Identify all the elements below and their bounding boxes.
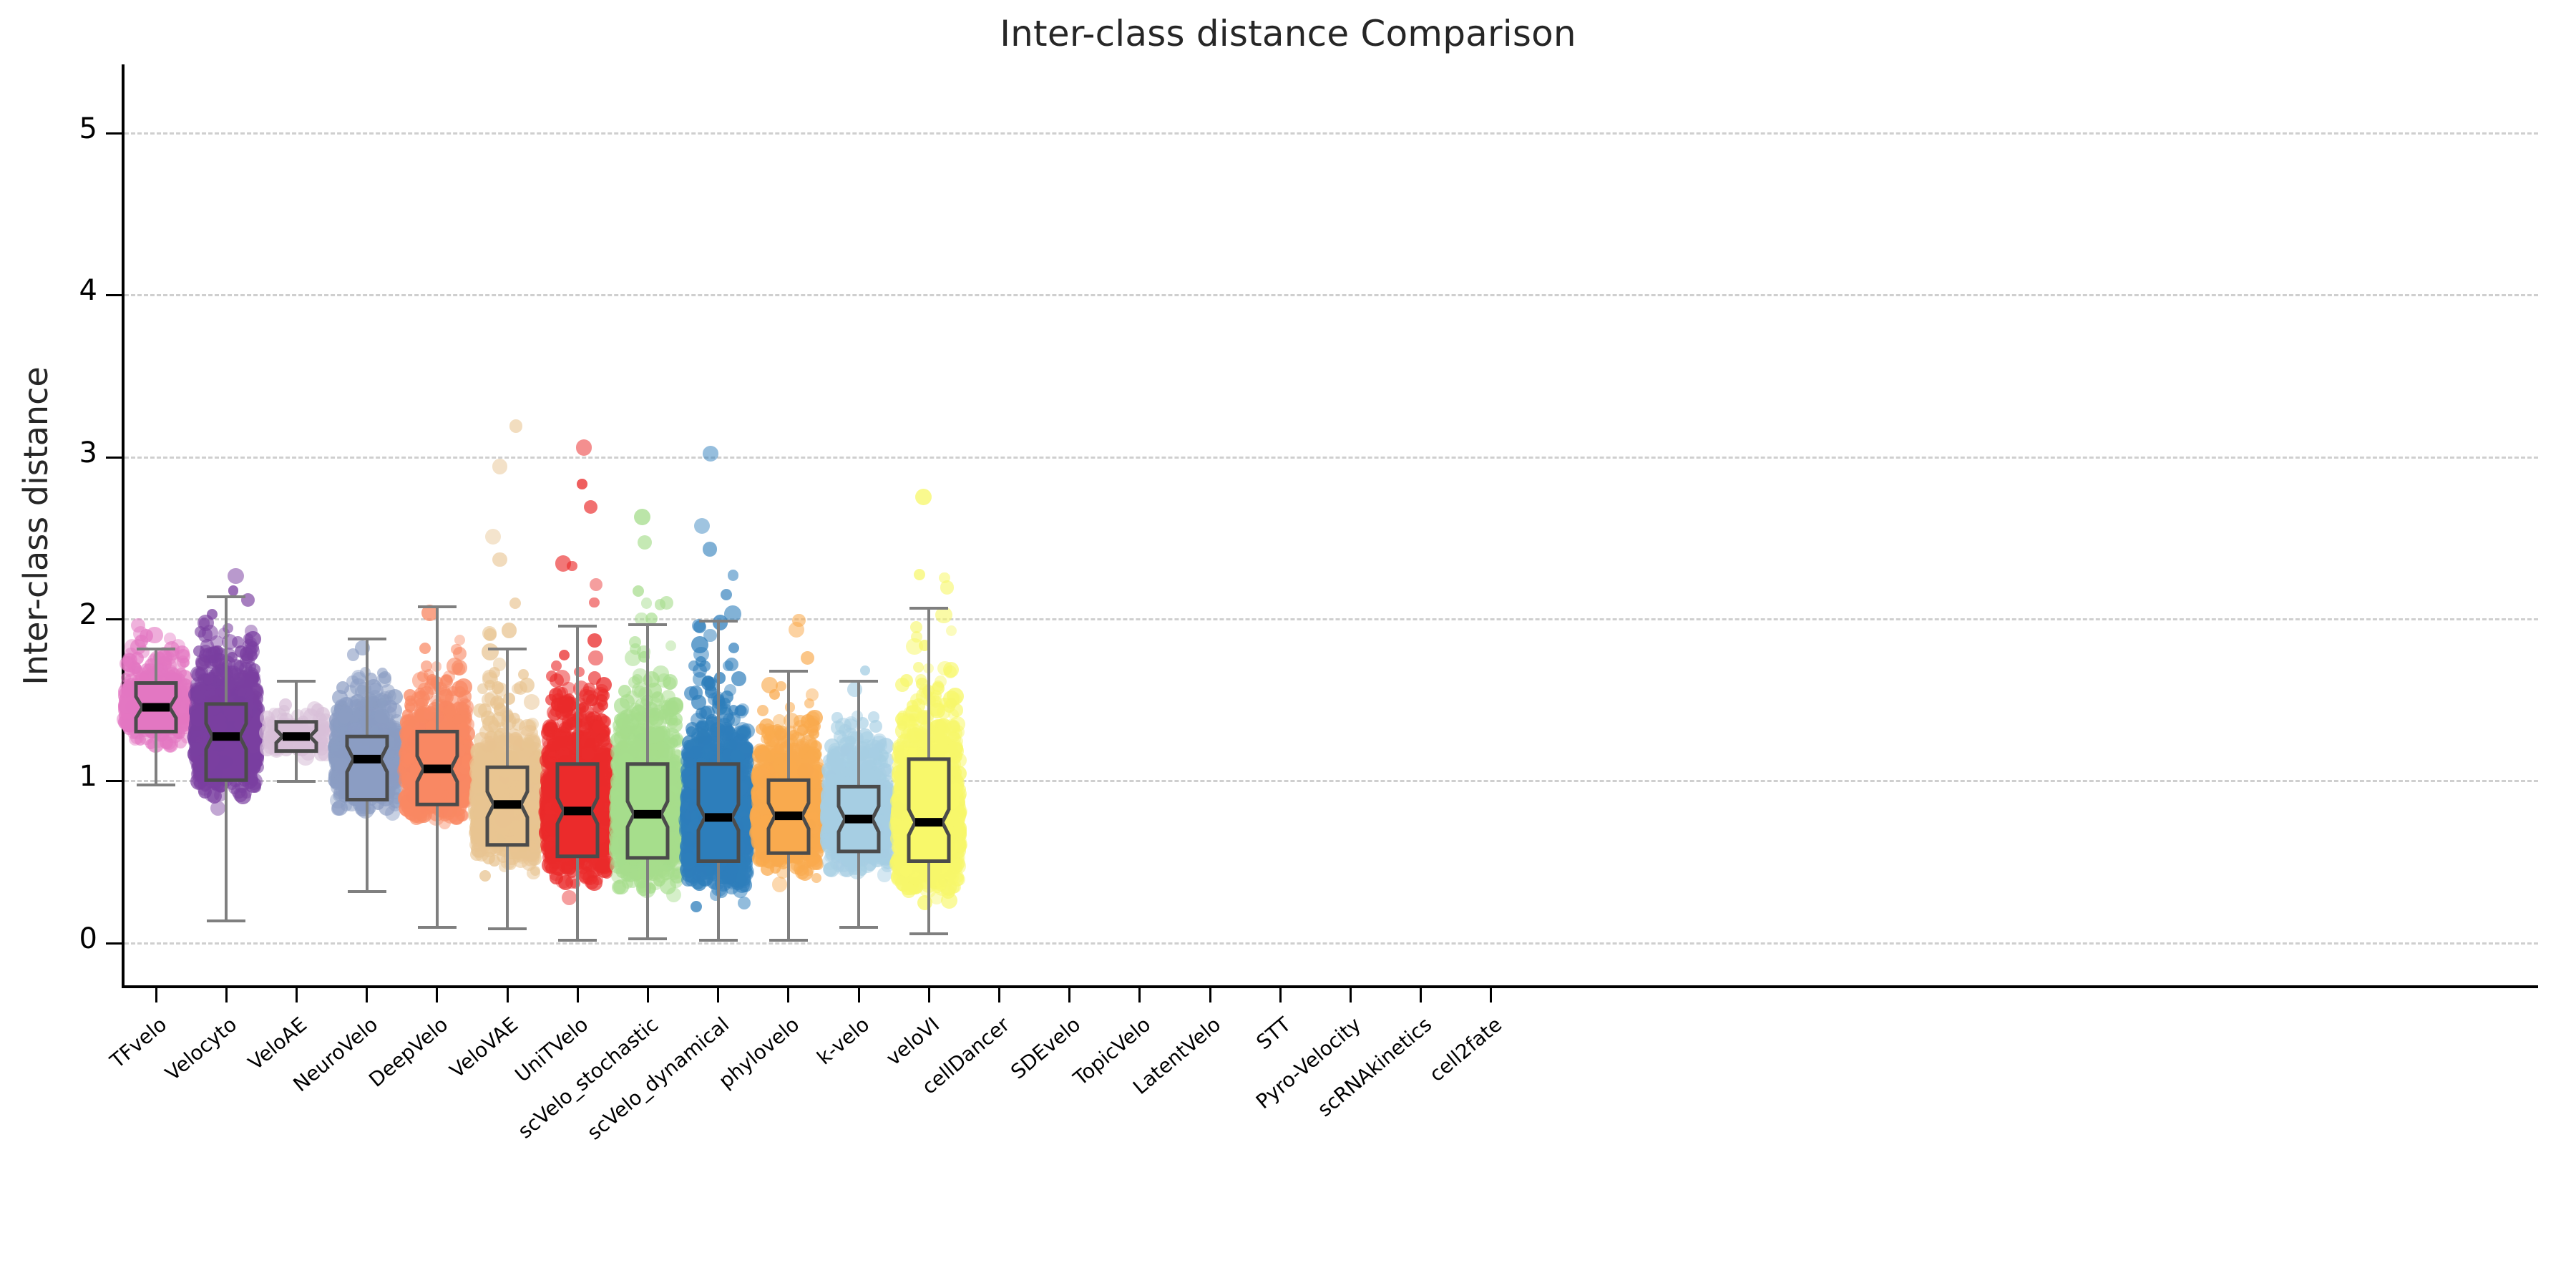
y-tick-label: 4 bbox=[47, 274, 97, 307]
chart-canvas: Inter-class distance Comparison 012345 T… bbox=[0, 0, 2576, 1288]
y-tick-label: 5 bbox=[47, 112, 97, 145]
chart-title: Inter-class distance Comparison bbox=[0, 13, 2576, 54]
y-tick-label: 0 bbox=[47, 922, 97, 955]
y-tick-label: 1 bbox=[47, 760, 97, 793]
